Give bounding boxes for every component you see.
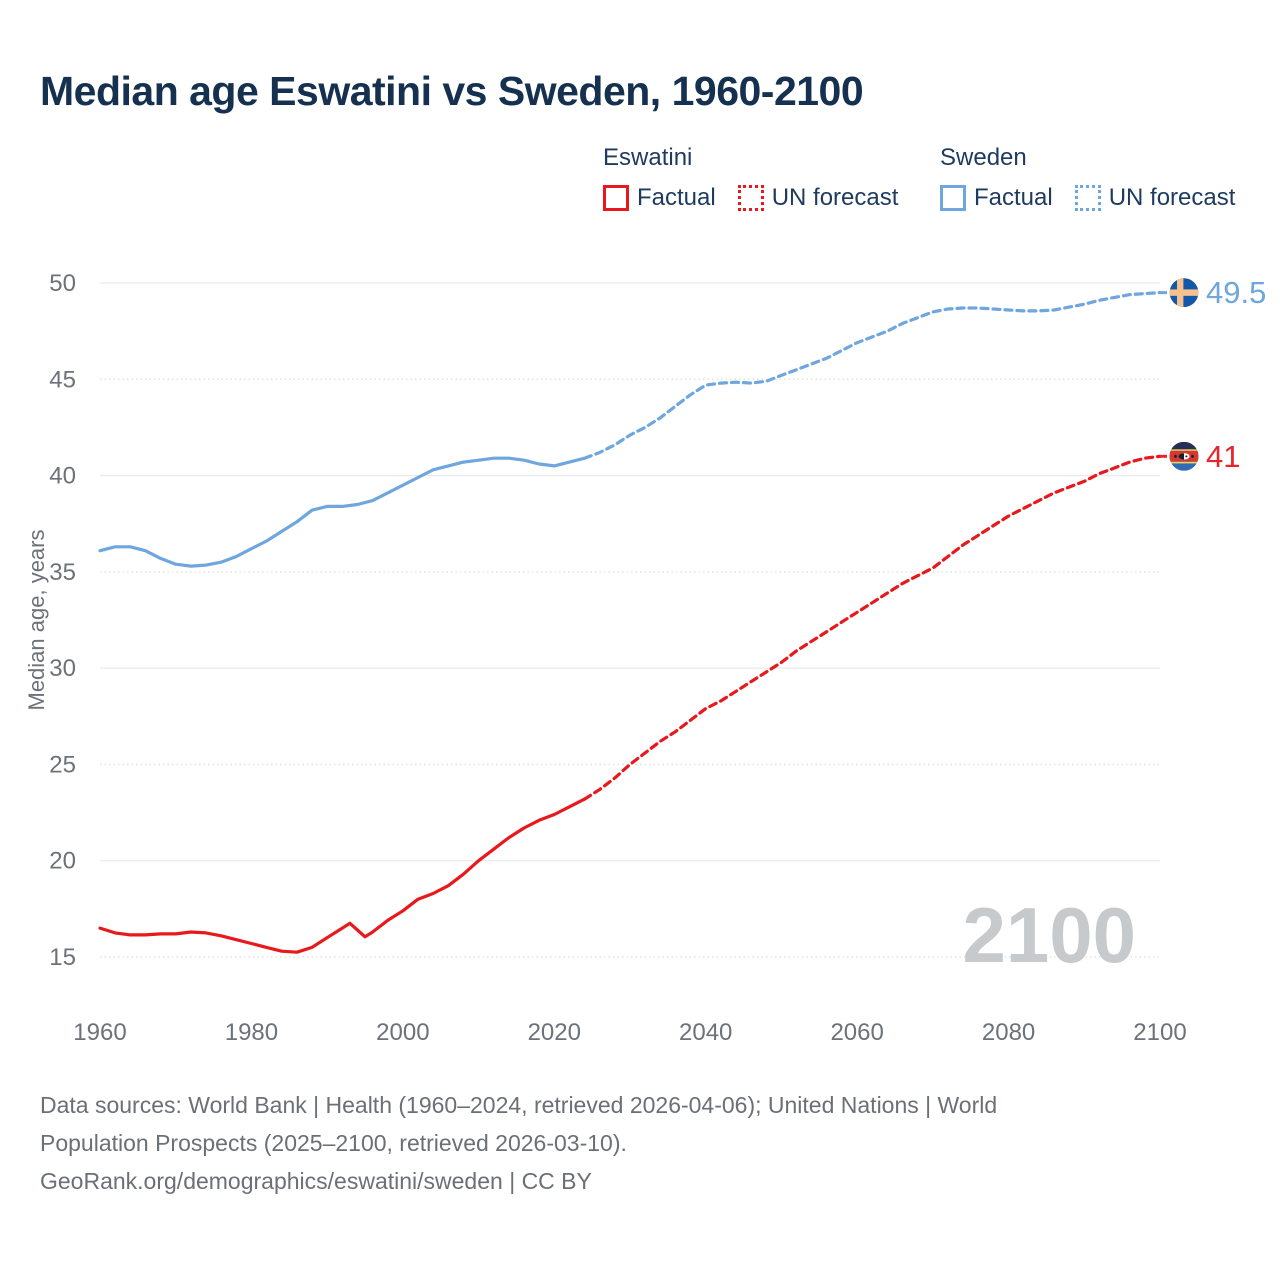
legend-label-eswatini-factual: Factual: [637, 184, 716, 211]
data-sources-footer: Data sources: World Bank | Health (1960–…: [40, 1086, 1180, 1200]
legend-country-label-eswatini: Eswatini: [603, 144, 693, 171]
legend-swatch-eswatini-forecast: [737, 185, 764, 211]
series-line-eswatini-un-forecast: [582, 454, 1162, 801]
legend-label-eswatini-forecast: UN forecast: [771, 184, 899, 211]
legend-group-eswatini: Eswatini Factual UN forecast: [603, 144, 920, 212]
y-tick-label-50: 50: [49, 270, 76, 297]
y-tick-label-30: 30: [49, 655, 76, 682]
x-tick-label-2040: 2040: [679, 1019, 732, 1046]
eswatini-flag-yellow-top: [1169, 449, 1199, 451]
eswatini-flag-tassel-left: [1174, 454, 1177, 458]
eswatini-flag-top-band: [1169, 441, 1199, 451]
footer-line-2: Population Prospects (2025–2100, retriev…: [40, 1130, 627, 1156]
y-tick-label-15: 15: [49, 944, 76, 971]
eswatini-flag-shield-dark-half: [1178, 453, 1184, 460]
legend-row-sweden: Factual UN forecast: [940, 184, 1257, 212]
chart-title: Median age Eswatini vs Sweden, 1960-2100: [40, 68, 864, 114]
legend-swatch-eswatini-factual: [603, 185, 629, 211]
footer-line-1: Data sources: World Bank | Health (1960–…: [40, 1092, 998, 1118]
x-tick-label-1980: 1980: [225, 1019, 278, 1046]
sweden-flag-cross-h: [1169, 289, 1199, 296]
legend-label-sweden-forecast: UN forecast: [1108, 184, 1236, 211]
end-value-label-eswatini: 41: [1206, 439, 1240, 474]
eswatini-flag-tassel-right: [1191, 454, 1194, 458]
y-axis-title: Median age, years: [24, 530, 49, 711]
x-tick-label-2080: 2080: [982, 1019, 1035, 1046]
x-tick-label-2100: 2100: [1133, 1019, 1186, 1046]
y-tick-label-25: 25: [49, 751, 76, 778]
legend-label-sweden-factual: Factual: [974, 184, 1053, 211]
legend-swatch-sweden-factual: [940, 185, 966, 211]
sweden-flag-cross-v: [1177, 278, 1184, 308]
y-tick-label-20: 20: [49, 848, 76, 875]
eswatini-flag-shield-dot: [1185, 455, 1188, 458]
legend-group-sweden: Sweden Factual UN forecast: [940, 144, 1257, 212]
y-tick-label-35: 35: [49, 559, 76, 586]
legend-swatch-sweden-forecast: [1074, 185, 1101, 211]
watermark-year: 2100: [962, 891, 1136, 979]
eswatini-flag-yellow-bottom: [1169, 461, 1199, 464]
y-tick-label-45: 45: [49, 366, 76, 393]
x-tick-label-2000: 2000: [376, 1019, 429, 1046]
footer-line-3: GeoRank.org/demographics/eswatini/sweden…: [40, 1168, 592, 1194]
x-tick-label-2060: 2060: [830, 1019, 883, 1046]
legend-row-eswatini: Factual UN forecast: [603, 184, 920, 212]
y-tick-label-40: 40: [49, 463, 76, 490]
legend-country-label-sweden: Sweden: [940, 144, 1027, 171]
series-line-eswatini-factual: [98, 797, 587, 954]
x-tick-label-1960: 1960: [73, 1019, 126, 1046]
eswatini-flag-marker: [1169, 441, 1199, 471]
end-value-label-sweden: 49.5: [1206, 275, 1266, 310]
series-line-sweden-un-forecast: [582, 291, 1162, 460]
x-tick-label-2020: 2020: [528, 1019, 581, 1046]
series-line-sweden-factual: [98, 456, 587, 568]
sweden-flag-marker: [1169, 278, 1199, 308]
